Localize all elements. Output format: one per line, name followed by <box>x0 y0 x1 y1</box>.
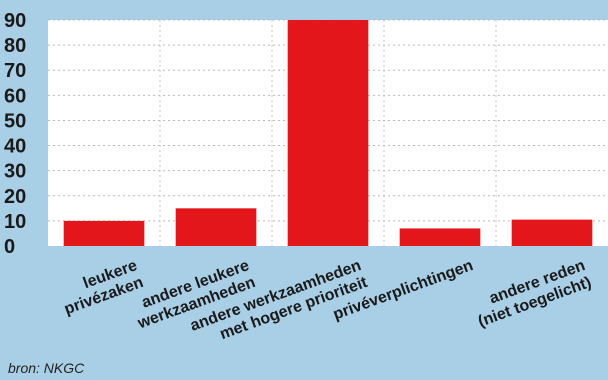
y-tick-label: 10 <box>4 211 26 233</box>
bar-0 <box>63 220 145 246</box>
bar-3 <box>399 228 481 246</box>
category-label-4: andere reden(niet toegelicht) <box>476 257 594 331</box>
y-tick-label: 30 <box>4 161 26 183</box>
y-tick-label: 0 <box>4 236 15 258</box>
y-tick-label: 50 <box>4 110 26 132</box>
y-tick-label: 60 <box>4 85 26 107</box>
y-tick-label: 90 <box>4 10 26 32</box>
bar-4 <box>511 219 593 246</box>
source-note: bron: NKGC <box>8 360 85 376</box>
bar-1 <box>175 208 257 246</box>
y-tick-label: 20 <box>4 186 26 208</box>
bar-2 <box>287 20 369 246</box>
y-tick-label: 80 <box>4 35 26 57</box>
y-tick-label: 70 <box>4 60 26 82</box>
y-tick-labels: 0 10 20 30 40 50 60 70 80 90 <box>4 10 26 258</box>
y-tick-label: 40 <box>4 136 26 158</box>
bars <box>63 20 593 246</box>
